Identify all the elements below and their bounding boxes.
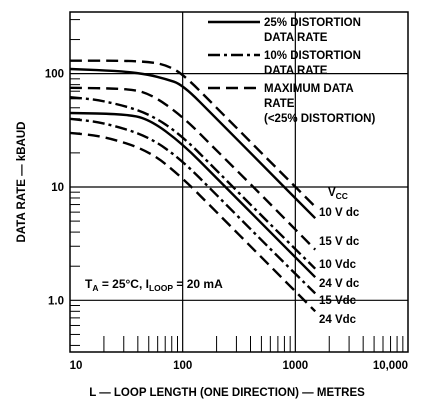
- y-tick-label: 100: [45, 69, 64, 81]
- curve-label: 15 V dc: [319, 236, 360, 248]
- series-line: [69, 117, 317, 295]
- x-tick-label: 10,000: [373, 360, 408, 372]
- annotation-current: = 20 mA: [173, 277, 223, 291]
- curve-label: 24 V dc: [319, 278, 360, 290]
- series-line: [69, 67, 317, 220]
- x-axis-title: L — LOOP LENGTH (ONE DIRECTION) — METRES: [89, 387, 365, 399]
- grid: [70, 12, 408, 352]
- legend-label: (<25% DISTORTION): [264, 113, 375, 125]
- y-axis-title: DATA RATE — kBAUD: [16, 122, 28, 243]
- annotation-temp: = 25°C, I: [98, 277, 149, 291]
- plot-frame: [69, 11, 409, 353]
- x-tick-label: 10: [70, 360, 83, 372]
- x-tick-labels: 10 100 1000 10,000: [70, 360, 408, 372]
- y-tick-label: 1.0: [48, 295, 64, 307]
- y-tick-label: 10: [51, 182, 64, 194]
- vcc-header-sub: CC: [336, 191, 348, 201]
- x-tick-label: 100: [173, 360, 192, 372]
- legend-label: RATE: [264, 98, 295, 110]
- legend-label: 25% DISTORTION: [264, 17, 361, 29]
- legend-label: MAXIMUM DATA: [264, 83, 354, 95]
- series-line: [69, 96, 317, 270]
- legend-label: DATA RATE: [264, 65, 328, 77]
- legend-label: 10% DISTORTION: [264, 50, 361, 62]
- annotation-sub-loop: LOOP: [149, 283, 173, 293]
- curve-label: 15 Vdc: [319, 295, 357, 307]
- curve-label: 24 Vdc: [319, 314, 357, 326]
- curve-label: 10 V dc: [319, 207, 360, 219]
- curve-labels: 10 V dc 15 V dc 10 Vdc 24 V dc 15 Vdc 24 Vdc: [319, 207, 360, 326]
- vcc-header-v: V: [328, 187, 336, 199]
- curve-label: 10 Vdc: [319, 259, 357, 271]
- annotation-sub-a: A: [92, 283, 98, 293]
- annotation-t: T: [85, 277, 93, 291]
- x-tick-label: 1000: [283, 360, 309, 372]
- series-layer: [69, 59, 317, 313]
- y-tick-labels: 1.0 10 100: [45, 69, 64, 308]
- series-line: [69, 131, 317, 313]
- series-line: [69, 59, 317, 208]
- legend: 25% DISTORTION DATA RATE 10% DISTORTION DAT…: [208, 17, 375, 125]
- legend-label: DATA RATE: [264, 32, 328, 44]
- series-line: [69, 111, 317, 279]
- vcc-header: VCC: [328, 187, 348, 201]
- test-conditions-annotation: TA = 25°C, ILOOP = 20 mA: [85, 277, 223, 293]
- series-line: [69, 86, 317, 251]
